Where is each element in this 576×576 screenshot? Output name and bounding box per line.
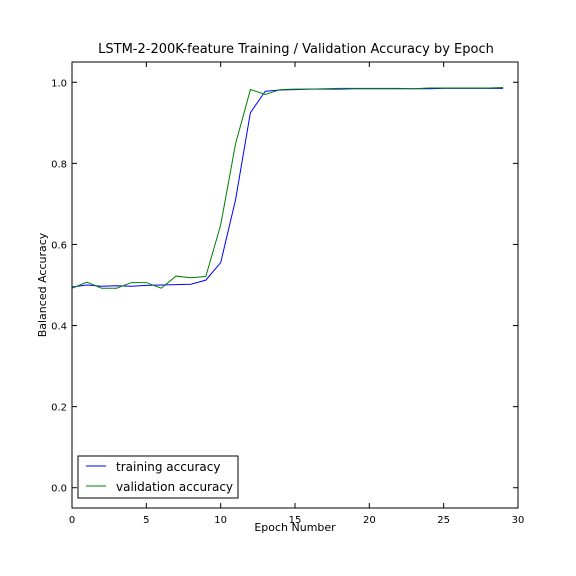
y-axis-label: Balanced Accuracy [36,232,49,337]
data-series [71,87,504,289]
x-tick-label: 15 [289,515,302,526]
x-tick-label: 30 [512,515,525,526]
legend-label-validation: validation accuracy [116,480,233,494]
legend-label-training: training accuracy [116,460,220,474]
legend-box [77,455,239,499]
y-tick-label: 0.0 [51,484,67,495]
legend: training accuracy validation accuracy [77,455,239,499]
x-tick-label: 5 [143,515,149,526]
x-tick-label: 25 [437,515,450,526]
y-tick-label: 0.4 [51,322,67,333]
y-tick-label: 0.8 [51,159,67,170]
x-tick-label: 0 [69,515,75,526]
x-tick-label: 10 [214,515,227,526]
y-tick-label: 0.6 [51,240,67,251]
y-tick-label: 0.2 [51,403,67,414]
series-line-validation [71,87,504,289]
x-axis-label: Epoch Number [254,521,336,534]
plot-area [71,61,519,509]
chart-title: LSTM-2-200K-feature Training / Validatio… [98,42,494,57]
y-tick-label: 1.0 [51,78,67,89]
axis-ticks: 0 5 10 15 20 25 30 0.0 0.2 0.4 0.6 0.8 1.0 [51,62,524,526]
x-tick-label: 20 [363,515,376,526]
